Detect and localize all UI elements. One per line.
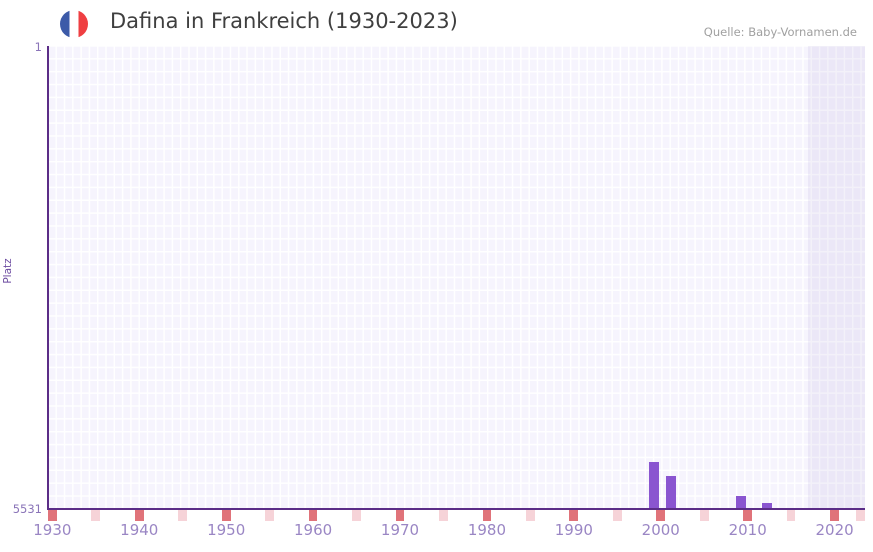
tickmark-1995 <box>612 510 622 521</box>
page-title: Dafina in Frankreich (1930-2023) <box>110 9 458 33</box>
chart-header: Dafina in Frankreich (1930-2023) Quelle:… <box>0 0 873 46</box>
grid-lines <box>48 46 865 509</box>
tickmark-1960 <box>308 510 318 521</box>
x-axis-label-1930: 1930 <box>33 521 72 539</box>
tickmark-1985 <box>526 510 535 521</box>
x-axis-line <box>47 508 865 510</box>
tickmark-1965 <box>352 510 361 521</box>
y-axis-top-label: 1 <box>34 40 42 54</box>
bar-1999 <box>648 462 659 509</box>
tickmark-1950 <box>221 510 231 521</box>
bar-2012 <box>761 503 772 509</box>
bar-2009 <box>735 495 746 509</box>
tickmark-2015 <box>786 510 796 521</box>
tickmark-1955 <box>265 510 274 521</box>
tickmark-2023 <box>856 510 865 521</box>
x-axis-label-1940: 1940 <box>120 521 159 539</box>
tickmark-1930 <box>48 510 57 521</box>
shaded-region <box>808 46 865 509</box>
tickmark-1935 <box>91 510 101 521</box>
x-axis-label-1990: 1990 <box>554 521 593 539</box>
tickmark-1945 <box>178 510 188 521</box>
tickmark-1975 <box>439 510 448 521</box>
x-axis-label-1960: 1960 <box>293 521 333 539</box>
tickmark-1940 <box>134 510 144 521</box>
france-flag-icon <box>60 10 88 38</box>
y-axis-bottom-label: 5531 <box>12 502 42 516</box>
plot-area <box>48 46 865 509</box>
tickmark-1980 <box>482 510 492 521</box>
source-attribution: Quelle: Baby-Vornamen.de <box>703 25 857 39</box>
x-axis-label-2010: 2010 <box>728 521 767 539</box>
x-axis-label-1970: 1970 <box>380 521 420 539</box>
y-axis-line <box>47 46 49 509</box>
y-axis-title: Platz <box>2 258 14 284</box>
tickmark-2010 <box>743 510 752 521</box>
x-axis-label-2020: 2020 <box>815 521 854 539</box>
x-axis-labels: 1930 1940 1950 1960 1970 1980 1990 2000 2010 2020 <box>33 521 865 547</box>
tickmark-2020 <box>830 510 839 521</box>
tickmark-2005 <box>699 510 709 521</box>
bar-2001 <box>666 476 677 509</box>
x-axis-label-1950: 1950 <box>207 521 246 539</box>
x-axis-label-2000: 2000 <box>641 521 680 539</box>
tickmark-1970 <box>395 510 405 521</box>
x-axis-label-1980: 1980 <box>467 521 506 539</box>
x-axis-tickmarks <box>48 510 865 521</box>
tickmark-2000 <box>656 510 666 521</box>
tickmark-1990 <box>569 510 579 521</box>
